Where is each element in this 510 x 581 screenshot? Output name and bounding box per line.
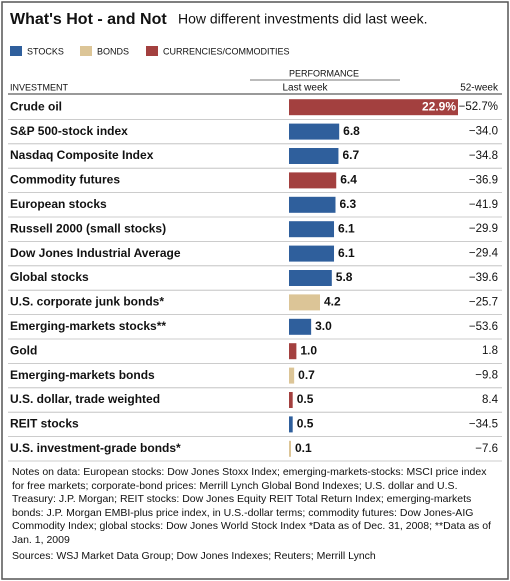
row-label: Crude oil — [10, 99, 62, 113]
legend-swatch — [146, 46, 158, 56]
value-label: 6.7 — [342, 148, 359, 162]
column-header: Last week — [282, 83, 328, 94]
legend-label: STOCKS — [27, 46, 64, 56]
row-label: Russell 2000 (small stocks) — [10, 221, 166, 235]
bar — [289, 392, 293, 408]
value-label: 4.2 — [324, 295, 341, 309]
row-label: European stocks — [10, 197, 107, 211]
column-header: INVESTMENT — [10, 82, 69, 92]
bar — [289, 294, 320, 311]
column-header: 52-week — [460, 83, 499, 94]
week52-label: −9.8 — [475, 370, 498, 382]
row-label: U.S. dollar, trade weighted — [10, 392, 160, 406]
week52-label: −29.9 — [469, 223, 498, 235]
value-label: 0.7 — [298, 368, 315, 382]
value-label: 0.5 — [297, 392, 314, 406]
value-label: 5.8 — [336, 270, 353, 284]
week52-label: 1.8 — [482, 345, 498, 357]
value-label: 1.0 — [300, 343, 317, 357]
chart-title: What's Hot - and Not — [10, 11, 167, 28]
row-label: U.S. corporate junk bonds* — [10, 295, 164, 309]
legend-label: BONDS — [97, 46, 129, 56]
column-group: PERFORMANCE — [289, 68, 359, 78]
chart-subtitle: How different investments did last week. — [178, 11, 428, 27]
bar — [289, 440, 291, 457]
bar — [289, 416, 293, 433]
row-label: Emerging-markets stocks** — [10, 319, 166, 333]
bar — [289, 172, 337, 189]
week52-label: −53.6 — [469, 321, 498, 333]
legend-swatch — [10, 46, 22, 56]
value-label: 3.0 — [315, 319, 332, 333]
bar — [289, 270, 332, 286]
value-label: 0.5 — [297, 417, 314, 431]
row-label: REIT stocks — [10, 417, 79, 431]
value-label: 6.4 — [340, 173, 357, 187]
legend-swatch — [80, 46, 92, 56]
week52-label: −34.8 — [469, 150, 498, 162]
value-label: 6.1 — [338, 246, 355, 260]
row-label: Emerging-markets bonds — [10, 368, 155, 382]
row-label: Dow Jones Industrial Average — [10, 246, 181, 260]
week52-label: −52.7% — [459, 101, 498, 113]
bar — [289, 99, 458, 116]
week52-label: −29.4 — [469, 248, 499, 260]
bar — [289, 318, 312, 335]
week52-label: −34.5 — [469, 418, 498, 430]
week52-label: −41.9 — [469, 199, 498, 211]
value-label: 22.9% — [422, 99, 456, 113]
row-label: Commodity futures — [10, 173, 120, 187]
bar — [289, 196, 336, 213]
bar — [289, 123, 340, 140]
bar — [289, 221, 335, 238]
row-label: Nasdaq Composite Index — [10, 148, 154, 162]
week52-label: −39.6 — [469, 272, 498, 284]
week52-label: 8.4 — [482, 394, 499, 406]
notes: Notes on data: European stocks: Dow Jone… — [12, 466, 491, 546]
week52-label: −25.7 — [469, 296, 498, 308]
bar — [289, 367, 295, 384]
week52-label: −7.6 — [475, 443, 498, 455]
value-label: 6.1 — [338, 221, 355, 235]
bar — [289, 245, 335, 262]
week52-label: −36.9 — [469, 174, 498, 186]
row-label: U.S. investment-grade bonds* — [10, 441, 181, 455]
row-label: Gold — [10, 343, 37, 357]
value-label: 6.8 — [343, 124, 360, 138]
bar — [289, 343, 297, 360]
value-label: 6.3 — [339, 197, 356, 211]
value-label: 0.1 — [295, 441, 312, 455]
bar — [289, 148, 339, 164]
legend-label: CURRENCIES/COMMODITIES — [163, 46, 290, 56]
week52-label: −34.0 — [469, 126, 498, 138]
row-label: Global stocks — [10, 270, 89, 284]
sources: Sources: WSJ Market Data Group; Dow Jone… — [12, 550, 376, 562]
row-label: S&P 500-stock index — [10, 124, 128, 138]
